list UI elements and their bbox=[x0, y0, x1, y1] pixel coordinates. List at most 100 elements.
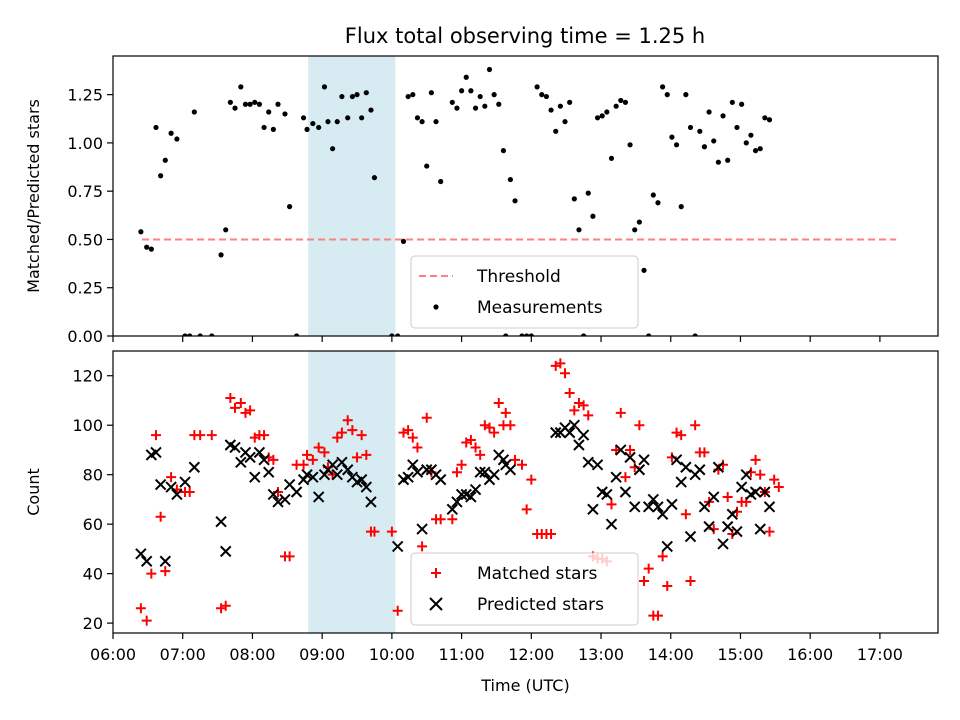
data-point bbox=[451, 467, 462, 478]
data-point bbox=[158, 173, 164, 179]
legend-label: Predicted stars bbox=[477, 595, 604, 615]
data-point bbox=[496, 101, 502, 107]
data-point bbox=[615, 444, 627, 456]
data-point bbox=[636, 219, 642, 225]
data-point bbox=[349, 93, 355, 100]
data-point bbox=[493, 397, 504, 408]
data-point bbox=[692, 333, 698, 336]
data-point bbox=[267, 488, 280, 501]
data-point bbox=[369, 526, 380, 537]
data-point bbox=[187, 333, 193, 336]
data-point bbox=[646, 333, 652, 336]
data-point bbox=[447, 514, 458, 525]
data-point bbox=[166, 472, 177, 483]
data-point bbox=[424, 163, 430, 169]
data-point bbox=[318, 468, 331, 481]
data-point bbox=[720, 113, 726, 119]
data-point bbox=[227, 99, 233, 105]
data-point bbox=[188, 461, 201, 473]
legend-label: Matched stars bbox=[477, 564, 597, 584]
data-point bbox=[512, 198, 518, 204]
data-point bbox=[517, 459, 528, 470]
data-point bbox=[332, 432, 343, 443]
data-point bbox=[209, 333, 215, 336]
data-point bbox=[769, 474, 780, 485]
data-point bbox=[610, 471, 622, 483]
data-point bbox=[438, 178, 444, 185]
data-point bbox=[191, 109, 197, 115]
data-point bbox=[591, 459, 604, 471]
data-point bbox=[647, 493, 660, 506]
data-point bbox=[690, 420, 701, 431]
x-tick-label: 12:00 bbox=[508, 645, 554, 664]
data-point bbox=[411, 466, 424, 478]
y-tick-label: 60 bbox=[83, 515, 103, 534]
data-point bbox=[488, 468, 500, 481]
chart-title: Flux total observing time = 1.25 h bbox=[345, 24, 705, 48]
data-point bbox=[316, 124, 322, 131]
data-point bbox=[153, 124, 159, 131]
data-point bbox=[627, 142, 633, 148]
data-point bbox=[356, 430, 367, 441]
data-point bbox=[642, 501, 655, 513]
data-point bbox=[762, 115, 768, 121]
data-point bbox=[685, 576, 696, 587]
data-point bbox=[475, 449, 486, 460]
data-point bbox=[434, 473, 447, 486]
data-point bbox=[678, 204, 684, 210]
data-point bbox=[256, 101, 263, 107]
data-point bbox=[622, 99, 629, 105]
data-point bbox=[615, 407, 626, 418]
data-point bbox=[764, 526, 775, 537]
x-tick-label: 09:00 bbox=[299, 645, 345, 664]
data-point bbox=[568, 419, 581, 431]
data-point bbox=[468, 88, 474, 94]
data-point bbox=[578, 400, 589, 411]
data-point bbox=[407, 459, 419, 471]
data-point bbox=[331, 468, 343, 481]
data-point bbox=[735, 481, 748, 493]
data-point bbox=[150, 430, 161, 441]
data-point bbox=[165, 481, 177, 493]
data-point bbox=[587, 503, 599, 516]
data-point bbox=[417, 541, 428, 552]
legend-swatch bbox=[429, 597, 443, 611]
data-point bbox=[258, 454, 270, 466]
data-point bbox=[414, 115, 421, 121]
data-point bbox=[582, 456, 594, 469]
data-point bbox=[625, 444, 636, 455]
data-point bbox=[220, 545, 232, 558]
data-point bbox=[569, 405, 580, 416]
data-point bbox=[347, 425, 358, 436]
plot-area bbox=[138, 56, 897, 336]
data-point bbox=[154, 478, 167, 491]
y-tick-label: 1.25 bbox=[67, 86, 103, 105]
x-tick-label: 08:00 bbox=[229, 645, 275, 664]
data-point bbox=[428, 90, 434, 96]
data-point bbox=[706, 109, 712, 115]
data-point bbox=[553, 128, 559, 134]
data-point bbox=[752, 148, 759, 154]
data-point bbox=[729, 99, 735, 105]
data-point bbox=[465, 435, 476, 446]
x-tick-label: 07:00 bbox=[160, 645, 206, 664]
data-point bbox=[619, 486, 632, 498]
data-point bbox=[759, 486, 771, 498]
data-point bbox=[159, 555, 171, 567]
data-point bbox=[160, 566, 171, 577]
data-point bbox=[321, 84, 328, 90]
data-point bbox=[650, 192, 656, 198]
data-point bbox=[577, 429, 590, 441]
data-point bbox=[680, 461, 692, 473]
y-axis-label: Count bbox=[24, 468, 43, 516]
data-point bbox=[712, 461, 725, 473]
data-point bbox=[141, 615, 152, 626]
data-point bbox=[510, 454, 521, 465]
data-point bbox=[433, 119, 439, 125]
data-point bbox=[526, 474, 537, 485]
data-point bbox=[731, 525, 743, 538]
data-point bbox=[773, 482, 784, 493]
data-point bbox=[400, 238, 407, 244]
data-point bbox=[232, 105, 238, 111]
